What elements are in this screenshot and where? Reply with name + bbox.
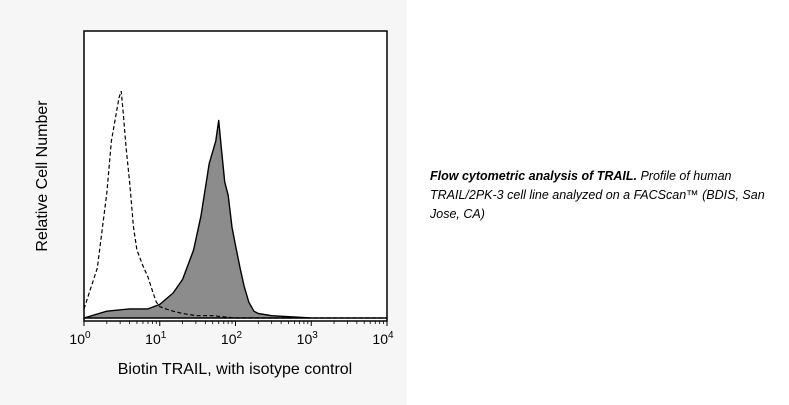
- x-tick-exponent: 0: [85, 330, 91, 341]
- x-tick-exponent: 1: [161, 330, 167, 341]
- caption-body: Profile of human TRAIL/2PK-3 cell line a…: [430, 169, 765, 221]
- figure-panel: 100 101 102 103 104 Biotin TRAIL, with isoty…: [34, 30, 395, 378]
- x-tick-label: 104: [372, 330, 394, 347]
- histogram-chart: 100 101 102 103 104 Biotin TRAIL, with isoty…: [34, 30, 394, 378]
- x-tick-label: 102: [221, 330, 243, 347]
- x-tick-exponent: 4: [388, 330, 394, 341]
- series-1-isotype-line: [83, 90, 387, 319]
- y-axis-title: Relative Cell Number: [34, 100, 51, 252]
- x-tick-exponent: 2: [237, 330, 243, 341]
- x-axis-title: Biotin TRAIL, with isotype control: [118, 361, 352, 378]
- figure-caption: Flow cytometric analysis of TRAIL. Profi…: [430, 167, 780, 224]
- caption-title: Flow cytometric analysis of TRAIL.: [430, 169, 637, 183]
- x-tick-exponent: 3: [312, 330, 318, 341]
- series-0-sample-area: [83, 119, 388, 319]
- x-tick-label: 101: [145, 330, 167, 347]
- x-tick-label: 100: [69, 330, 91, 347]
- x-tick-label: 103: [297, 330, 319, 347]
